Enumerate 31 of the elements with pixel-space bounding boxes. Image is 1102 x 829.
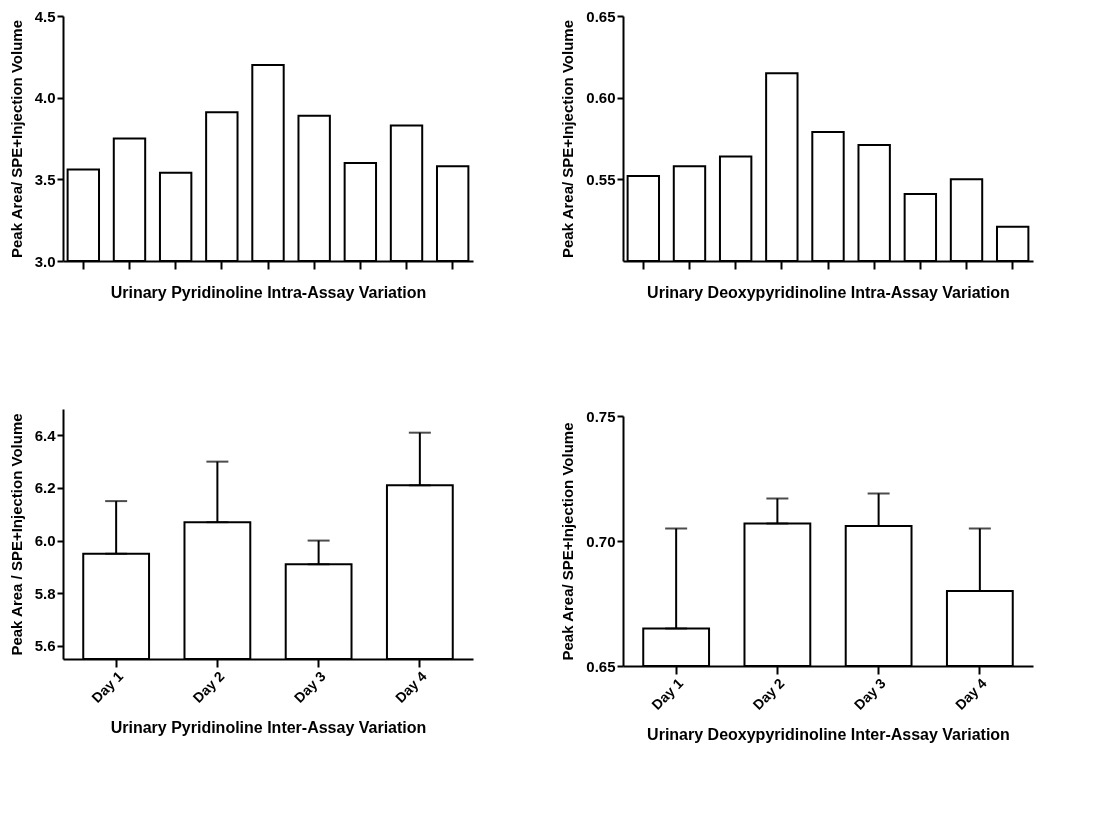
x-axis-title: Urinary Pyridinoline Intra-Assay Variation (110, 283, 427, 301)
y-tick-label: 3.5 (34, 170, 56, 188)
x-tick-label: Day 2 (189, 667, 228, 706)
x-axis-title: Urinary Deoxypyridinoline Intra-Assay Variation (647, 283, 1010, 301)
y-tick-label: 0.65 (586, 657, 616, 675)
y-tick-label: 5.6 (34, 637, 56, 655)
y-tick-label: 6.4 (34, 426, 57, 444)
x-tick-label: Day 4 (392, 667, 430, 706)
y-tick-label: 0.65 (586, 7, 616, 25)
y-tick-label: 0.60 (586, 89, 616, 107)
y-tick-label: 3.0 (34, 252, 56, 270)
y-tick-label: 0.70 (586, 532, 616, 550)
y-tick-label: 0.75 (586, 407, 616, 425)
y-tick-label: 6.0 (34, 532, 56, 550)
y-tick-label: 4.5 (34, 7, 56, 25)
x-axis-title: Urinary Deoxypyridinoline Inter-Assay Variation (647, 725, 1010, 743)
y-tick-label: 4.0 (34, 89, 56, 107)
y-tick-label: 6.2 (34, 479, 56, 497)
y-tick-label: 5.8 (34, 584, 56, 602)
x-tick-label: Day 4 (952, 674, 990, 713)
x-tick-label: Day 3 (290, 667, 329, 706)
y-axis-title: Peak Area/ SPE+Injection Volume (7, 19, 25, 259)
x-tick-label: Day 1 (88, 667, 127, 706)
y-axis-title: Peak Area / SPE+Injection Volume (7, 413, 25, 656)
x-tick-label: Day 2 (749, 674, 788, 713)
x-tick-label: Day 1 (648, 674, 687, 713)
y-axis-title: Peak Area/ SPE+Injection Volume (559, 19, 577, 259)
y-axis-title: Peak Area/ SPE+Injection Volume (559, 422, 577, 661)
x-axis-title: Urinary Pyridinoline Inter-Assay Variation (110, 718, 427, 736)
x-tick-label: Day 3 (850, 674, 889, 713)
y-tick-label: 0.55 (586, 170, 616, 188)
